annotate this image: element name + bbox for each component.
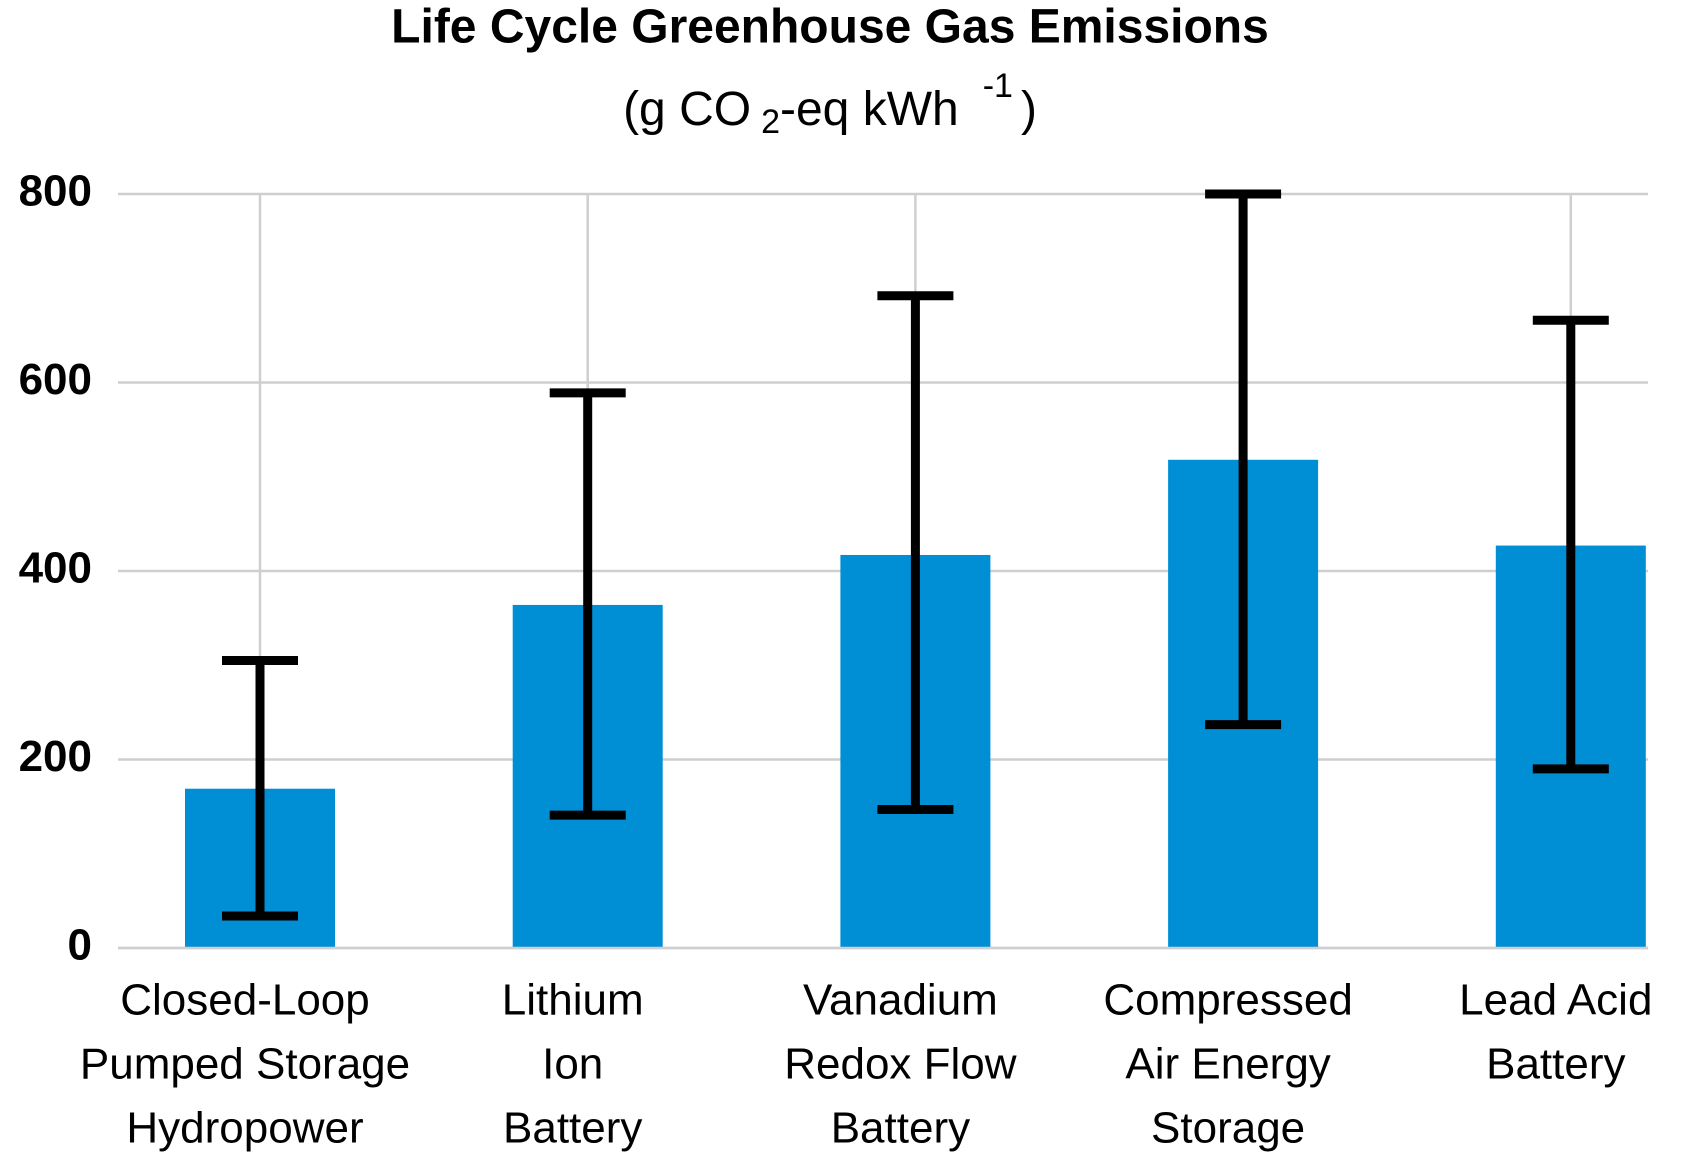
y-tick-label: 0 [68, 921, 92, 970]
y-tick-label: 600 [19, 355, 92, 404]
y-tick-label: 400 [19, 544, 92, 593]
y-tick-label: 200 [19, 732, 92, 781]
x-tick-label: Closed-Loop [120, 976, 370, 1025]
x-tick-label: Vanadium [803, 976, 998, 1025]
subtitle-text: (g CO [623, 83, 751, 136]
subtitle-subscript: 2 [761, 103, 780, 141]
x-tick-label: Battery [1486, 1040, 1625, 1089]
x-tick-label: Lithium [502, 976, 644, 1025]
subtitle-superscript: -1 [983, 67, 1013, 105]
x-tick-label: Compressed [1103, 976, 1352, 1025]
y-tick-label: 800 [19, 167, 92, 216]
subtitle-text: ) [1021, 83, 1037, 136]
chart-subtitle: (g CO 2-eq kWh -1) [623, 67, 1037, 141]
x-tick-label: Battery [831, 1104, 970, 1153]
x-tick-label: Ion [542, 1040, 603, 1089]
chart-title: Life Cycle Greenhouse Gas Emissions [391, 1, 1269, 54]
x-tick-label: Redox Flow [784, 1040, 1017, 1089]
x-tick-label: Lead Acid [1459, 976, 1652, 1025]
x-tick-label: Battery [503, 1104, 642, 1153]
subtitle-text: -eq kWh [780, 83, 959, 136]
x-tick-label: Hydropower [126, 1104, 363, 1153]
x-tick-label: Pumped Storage [80, 1040, 410, 1089]
x-tick-label: Air Energy [1125, 1040, 1330, 1089]
x-tick-label: Storage [1151, 1104, 1305, 1153]
